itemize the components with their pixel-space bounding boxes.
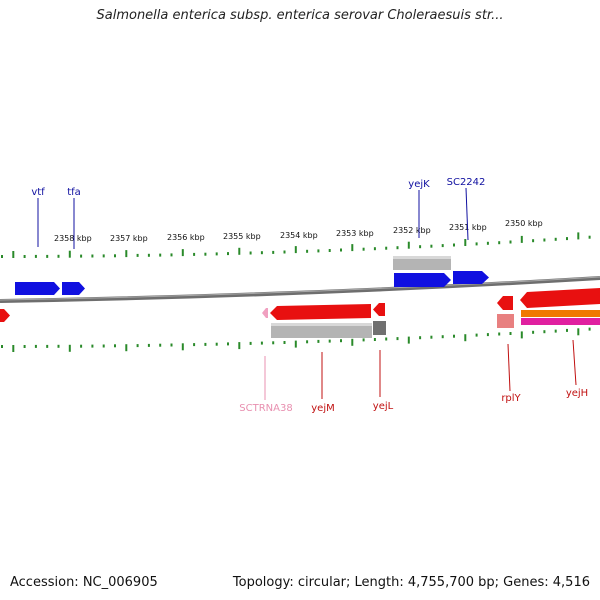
- label-yejM[interactable]: yejM: [311, 403, 334, 414]
- reverse-genes: [0, 288, 600, 338]
- gene-yejH[interactable]: [520, 288, 600, 308]
- gene-yejM[interactable]: [270, 304, 371, 320]
- gene-partial-left[interactable]: [0, 309, 10, 322]
- pseudogene-bar-shade: [393, 256, 451, 259]
- label-yejK[interactable]: yejK: [408, 179, 430, 190]
- genome-title: Salmonella enterica subsp. enterica sero…: [96, 8, 504, 23]
- accession-text: Accession: NC_006905: [10, 575, 158, 590]
- gene-SCTRNA38[interactable]: [262, 308, 268, 318]
- label-rplY[interactable]: rplY: [501, 393, 521, 404]
- scale-ticks-upper: [1, 232, 591, 258]
- pseudogene-bar-lower-shade: [271, 323, 372, 326]
- scale-label: 2352 kbp: [393, 226, 431, 235]
- label-yejL[interactable]: yejL: [373, 401, 394, 412]
- label-SC2242[interactable]: SC2242: [447, 177, 486, 188]
- feature-orange[interactable]: [521, 310, 600, 317]
- gene-yejL[interactable]: [373, 303, 385, 316]
- pseudogene-small[interactable]: [373, 321, 386, 335]
- forward-genes: [15, 256, 489, 295]
- feature-magenta[interactable]: [521, 318, 600, 325]
- scale-ticks-lower: [1, 327, 591, 352]
- gene-SC2242[interactable]: [453, 271, 489, 284]
- scale-label: 2350 kbp: [505, 219, 543, 228]
- genome-backbone-highlight: [0, 276, 600, 301]
- scale-labels: 2358 kbp 2357 kbp 2356 kbp 2355 kbp 2354…: [54, 219, 543, 243]
- scale-label: 2358 kbp: [54, 234, 92, 243]
- label-yejH[interactable]: yejH: [566, 388, 588, 399]
- pseudogene-bar-lower[interactable]: [271, 323, 372, 338]
- scale-label: 2356 kbp: [167, 233, 205, 242]
- genome-summary: Topology: circular; Length: 4,755,700 bp…: [232, 575, 590, 590]
- label-SCTRNA38[interactable]: SCTRNA38: [239, 403, 292, 414]
- label-tfa[interactable]: tfa: [67, 187, 81, 198]
- scale-label: 2354 kbp: [280, 231, 318, 240]
- gene-rplY-pseudo[interactable]: [497, 314, 514, 328]
- scale-label: 2353 kbp: [336, 229, 374, 238]
- gene-labels: vtf tfa yejK SC2242 SCTRNA38 yejM yejL r…: [31, 177, 588, 414]
- label-leaders: [37, 187, 577, 400]
- gene-yejK[interactable]: [394, 273, 451, 287]
- scale-label: 2357 kbp: [110, 234, 148, 243]
- gene-rplY[interactable]: [497, 296, 513, 310]
- pseudogene-bar[interactable]: [393, 256, 451, 270]
- label-vtf[interactable]: vtf: [31, 187, 45, 198]
- genome-backbone: [0, 276, 600, 303]
- scale-label: 2355 kbp: [223, 232, 261, 241]
- gene-tfa[interactable]: [62, 282, 85, 295]
- gene-vtf[interactable]: [15, 282, 60, 295]
